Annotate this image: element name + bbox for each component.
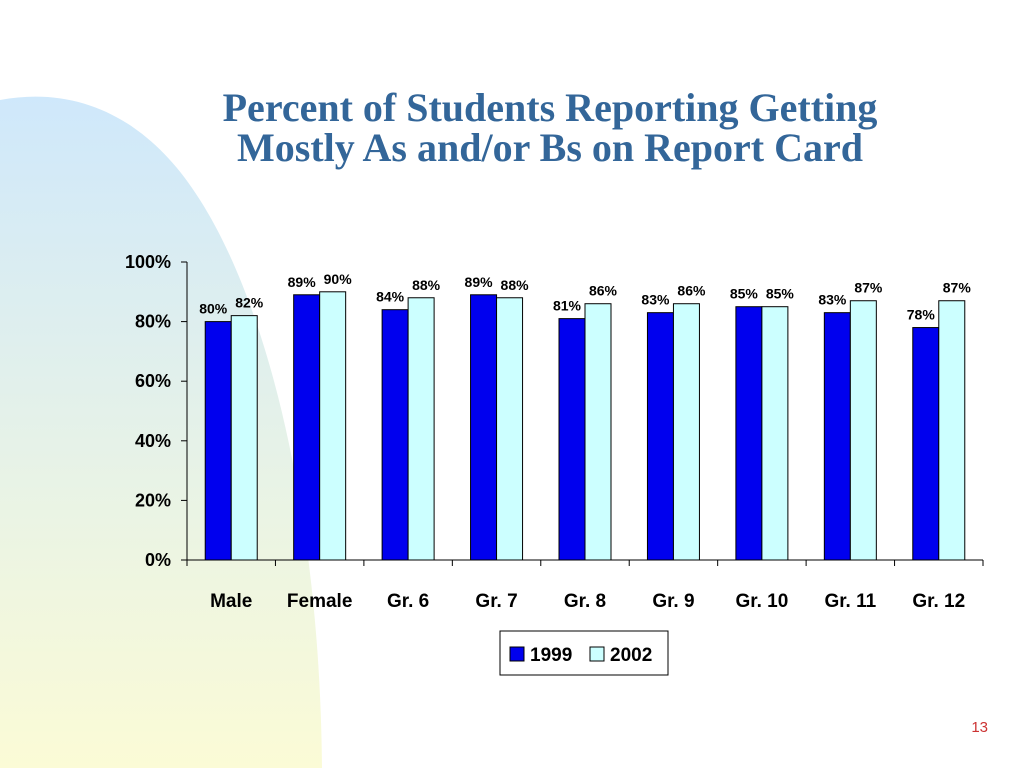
x-category-label: Gr. 8 [564,591,606,612]
legend-swatch-2002 [589,646,605,662]
data-label: 90% [324,271,353,287]
x-category-label: Gr. 10 [735,591,788,612]
y-tick-label: 80% [135,312,171,332]
title-line-1: Percent of Students Reporting Getting [222,85,878,130]
bar-2002-gr-7 [496,297,524,561]
bar-1999-female [293,294,321,561]
x-category-label: Gr. 11 [824,591,876,612]
x-category-label: Gr. 7 [475,591,517,612]
x-category-label: Female [287,591,352,612]
data-label: 84% [376,289,405,305]
data-labels: 80% 82% 89% 90% 84% 88% 89% 88% 81% 86% 83% 86% 85% 8… [199,271,971,323]
bar-2002-female [319,291,347,561]
bar-1999-gr-6 [381,309,409,561]
legend-label-2002: 2002 [610,645,652,666]
legend: 1999 2002 [499,630,669,676]
data-label: 81% [553,298,582,314]
y-tick-label: 40% [135,431,171,451]
data-label: 83% [818,292,847,308]
bar-1999-gr-7 [470,294,498,561]
data-label: 87% [943,280,972,296]
data-label: 83% [641,292,670,308]
data-label: 86% [677,283,706,299]
bar-1999-gr-9 [646,312,674,561]
bar-2002-gr-9 [672,303,700,561]
x-category-label: Gr. 9 [652,591,694,612]
data-label: 80% [199,301,228,317]
data-label: 85% [766,286,795,302]
bar-2002-gr-10 [761,306,789,561]
data-label: 89% [465,274,494,290]
legend-label-1999: 1999 [530,645,572,666]
axes: 0% 20% 40% 60% 80% 100% Male Female Gr. 6 Gr. 7 Gr… [125,252,984,612]
bar-2002-gr-6 [407,297,435,561]
bar-2002-male [230,315,258,561]
bar-1999-gr-8 [558,318,586,561]
bar-1999-gr-11 [823,312,851,561]
y-tick-label: 100% [125,252,171,272]
data-label: 89% [288,274,317,290]
bar-2002-gr-12 [938,300,966,561]
data-label: 78% [907,307,936,323]
data-label: 88% [412,277,441,293]
legend-swatch-1999 [509,646,525,662]
bar-2002-gr-8 [584,303,612,561]
page-number: 13 [971,719,988,736]
data-label: 87% [854,280,883,296]
bar-1999-gr-10 [735,306,763,561]
title-line-2: Mostly As and/or Bs on Report Card [237,125,863,170]
x-category-label: Gr. 6 [387,591,429,612]
slide-title: Percent of Students Reporting Getting Mo… [150,88,950,168]
data-label: 82% [235,295,264,311]
data-label: 88% [501,277,530,293]
y-tick-label: 0% [145,550,171,570]
background-curve [0,96,322,768]
data-label: 86% [589,283,618,299]
y-tick-label: 60% [135,371,171,391]
x-category-label: Gr. 12 [912,591,965,612]
legend-box [499,630,669,676]
x-category-label: Male [210,591,252,612]
bar-1999-male [204,321,232,561]
y-tick-label: 20% [135,490,171,510]
bars [204,291,966,561]
bar-2002-gr-11 [849,300,877,561]
data-label: 85% [730,286,759,302]
bar-1999-gr-12 [912,327,940,561]
